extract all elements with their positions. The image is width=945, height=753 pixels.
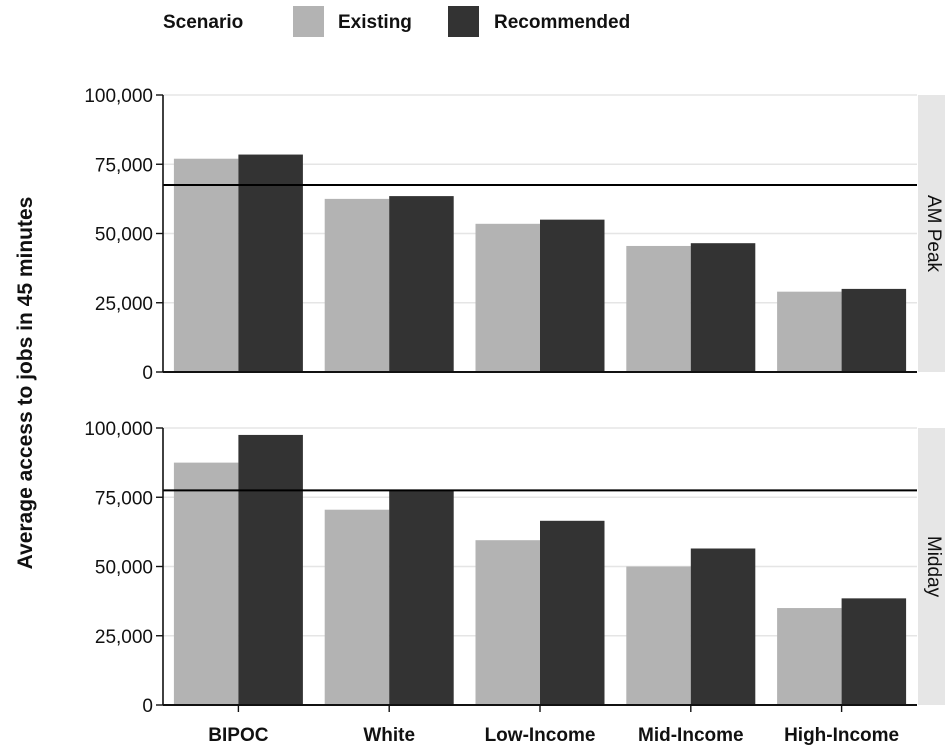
bar-recommended-white [389,490,454,705]
legend-label-existing: Existing [338,12,412,33]
legend-label-recommended: Recommended [494,12,630,33]
bar-existing-high-income [777,291,842,372]
y-axis-label: Average access to jobs in 45 minutes [14,197,37,570]
x-tick-label: White [363,725,415,746]
bar-existing-high-income [777,608,842,705]
y-tick-label: 50,000 [95,225,153,246]
bar-existing-low-income [475,540,540,705]
bar-recommended-low-income [540,219,605,372]
bar-recommended-bipoc [238,154,303,372]
bar-recommended-low-income [540,520,605,705]
bar-recommended-mid-income [690,548,756,705]
panels: 0 25,000 50,000 75,000 100,000 AM Peak 0 25,000… [84,86,945,746]
x-tick-label: Low-Income [485,725,596,746]
y-tick-label: 100,000 [84,419,153,440]
y-tick-label: 75,000 [95,155,153,176]
bar-recommended-high-income [841,288,907,372]
bar-existing-bipoc [173,462,239,705]
y-tick-label: 25,000 [95,294,153,315]
legend: Scenario Existing Recommended [163,6,630,37]
y-tick-label: 50,000 [95,558,153,579]
legend-title: Scenario [163,12,243,33]
y-tick-label: 0 [142,696,153,717]
bar-recommended-bipoc [238,434,303,705]
legend-swatch-recommended [448,6,479,37]
panel-2: 0 25,000 50,000 75,000 100,000 Midday BIPOC Whi… [84,419,945,746]
y-tick-label: 75,000 [95,488,153,509]
y-tick-label: 25,000 [95,627,153,648]
facet-strip-label: AM Peak [923,195,944,273]
bar-existing-white [324,198,390,372]
bar-recommended-mid-income [690,243,756,372]
x-tick-label: High-Income [784,725,899,746]
bar-existing-mid-income [626,566,691,705]
bar-existing-white [324,509,390,705]
bar-existing-bipoc [173,158,239,372]
facet-strip [918,428,945,705]
panel-1: 0 25,000 50,000 75,000 100,000 AM Peak [84,86,945,384]
facet-strip-label: Midday [923,536,944,598]
bar-existing-mid-income [626,245,691,372]
facet-strip [918,95,945,372]
x-tick-label: Mid-Income [638,725,744,746]
bar-existing-low-income [475,223,540,372]
y-tick-label: 100,000 [84,86,153,107]
y-tick-label: 0 [142,363,153,384]
bar-recommended-white [389,196,454,372]
x-tick-label: BIPOC [208,725,268,746]
legend-swatch-existing [293,6,324,37]
bar-recommended-high-income [841,598,907,705]
